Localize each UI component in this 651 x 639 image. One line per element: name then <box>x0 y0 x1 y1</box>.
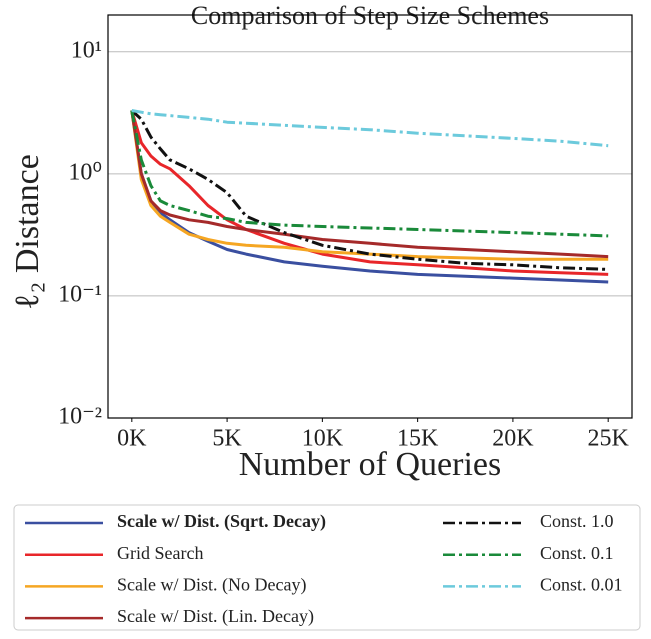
plot-frame <box>107 14 633 419</box>
legend-label: Const. 1.0 <box>540 511 614 531</box>
x-tick-label: 15K <box>397 426 439 452</box>
y-tick-label: 10¹ <box>71 37 102 63</box>
y-axis-label: ℓ₂ Distance <box>9 154 46 310</box>
legend-label: Grid Search <box>117 543 203 563</box>
legend-label: Scale w/ Dist. (Lin. Decay) <box>117 606 314 627</box>
x-tick-label: 25K <box>588 426 630 452</box>
series-line <box>130 110 609 238</box>
legend-label: Const. 0.01 <box>540 575 623 595</box>
legend-box <box>13 504 641 631</box>
x-tick-label: 20K <box>492 426 534 452</box>
y-tick-label: 10⁰ <box>68 159 102 185</box>
legend-label: Scale w/ Dist. (No Decay) <box>117 575 306 596</box>
y-tick-label: 10⁻² <box>58 404 102 430</box>
y-tick-label: 10⁻¹ <box>58 281 102 307</box>
x-axis-label: Number of Queries <box>239 446 501 483</box>
series-line <box>130 109 609 271</box>
legend-label: Const. 0.1 <box>540 543 614 563</box>
legend-label: Scale w/ Dist. (Sqrt. Decay) <box>117 511 326 532</box>
series-line <box>130 110 609 261</box>
series-line <box>130 110 609 259</box>
x-tick-label: 0K <box>117 426 147 452</box>
x-tick-label: 5K <box>212 426 242 452</box>
series-line <box>131 109 609 148</box>
x-tick-label: 10K <box>302 426 344 452</box>
